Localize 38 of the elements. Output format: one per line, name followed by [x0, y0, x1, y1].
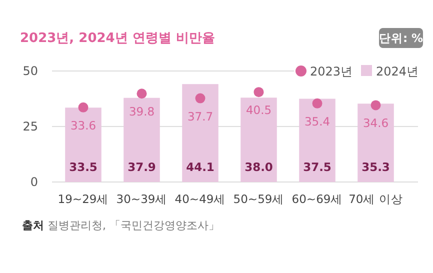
bar [240, 98, 277, 182]
bar [182, 84, 218, 182]
legend-label: 2024년 [376, 64, 419, 78]
bar [65, 108, 102, 182]
x-tick-label: 70세 이상 [348, 192, 403, 206]
data-label: 37.7 [187, 109, 214, 124]
data-label: 35.4 [304, 114, 330, 128]
chart-title: 2023년, 2024년 연령별 비만율 [20, 31, 215, 46]
y-tick-label: 25 [22, 120, 38, 134]
point [254, 87, 264, 98]
point [312, 98, 322, 108]
x-tick-label: 30~39세 [116, 192, 168, 206]
x-tick-label: 19~29세 [58, 192, 109, 206]
data-label: 38.0 [244, 160, 273, 174]
y-tick-label: 0 [30, 175, 38, 189]
point [195, 93, 206, 104]
text: 출처 질병관리청, 「국민건강영양조사」 [22, 219, 220, 232]
data-label: 35.3 [362, 160, 390, 174]
data-label: 44.1 [186, 160, 214, 174]
x-tick-label: 40~49세 [174, 192, 226, 206]
bar [124, 98, 160, 182]
point [136, 88, 147, 99]
data-label: 37.9 [128, 160, 156, 174]
point [370, 100, 381, 110]
legend-label: 2023년 [310, 64, 353, 78]
data-label: 39.8 [128, 104, 155, 119]
bar [299, 98, 336, 182]
x-tick-label: 60~69세 [292, 192, 343, 206]
text: 단위: % [378, 31, 424, 45]
data-label: 33.5 [69, 160, 98, 174]
point [78, 102, 88, 112]
x-tick-label: 50~59세 [233, 192, 284, 206]
data-label: 33.6 [70, 118, 96, 132]
data-label: 37.5 [303, 160, 332, 174]
y-tick-label: 50 [22, 64, 38, 78]
data-label: 40.5 [246, 103, 272, 118]
data-label: 34.6 [362, 116, 389, 130]
bar [358, 104, 394, 182]
